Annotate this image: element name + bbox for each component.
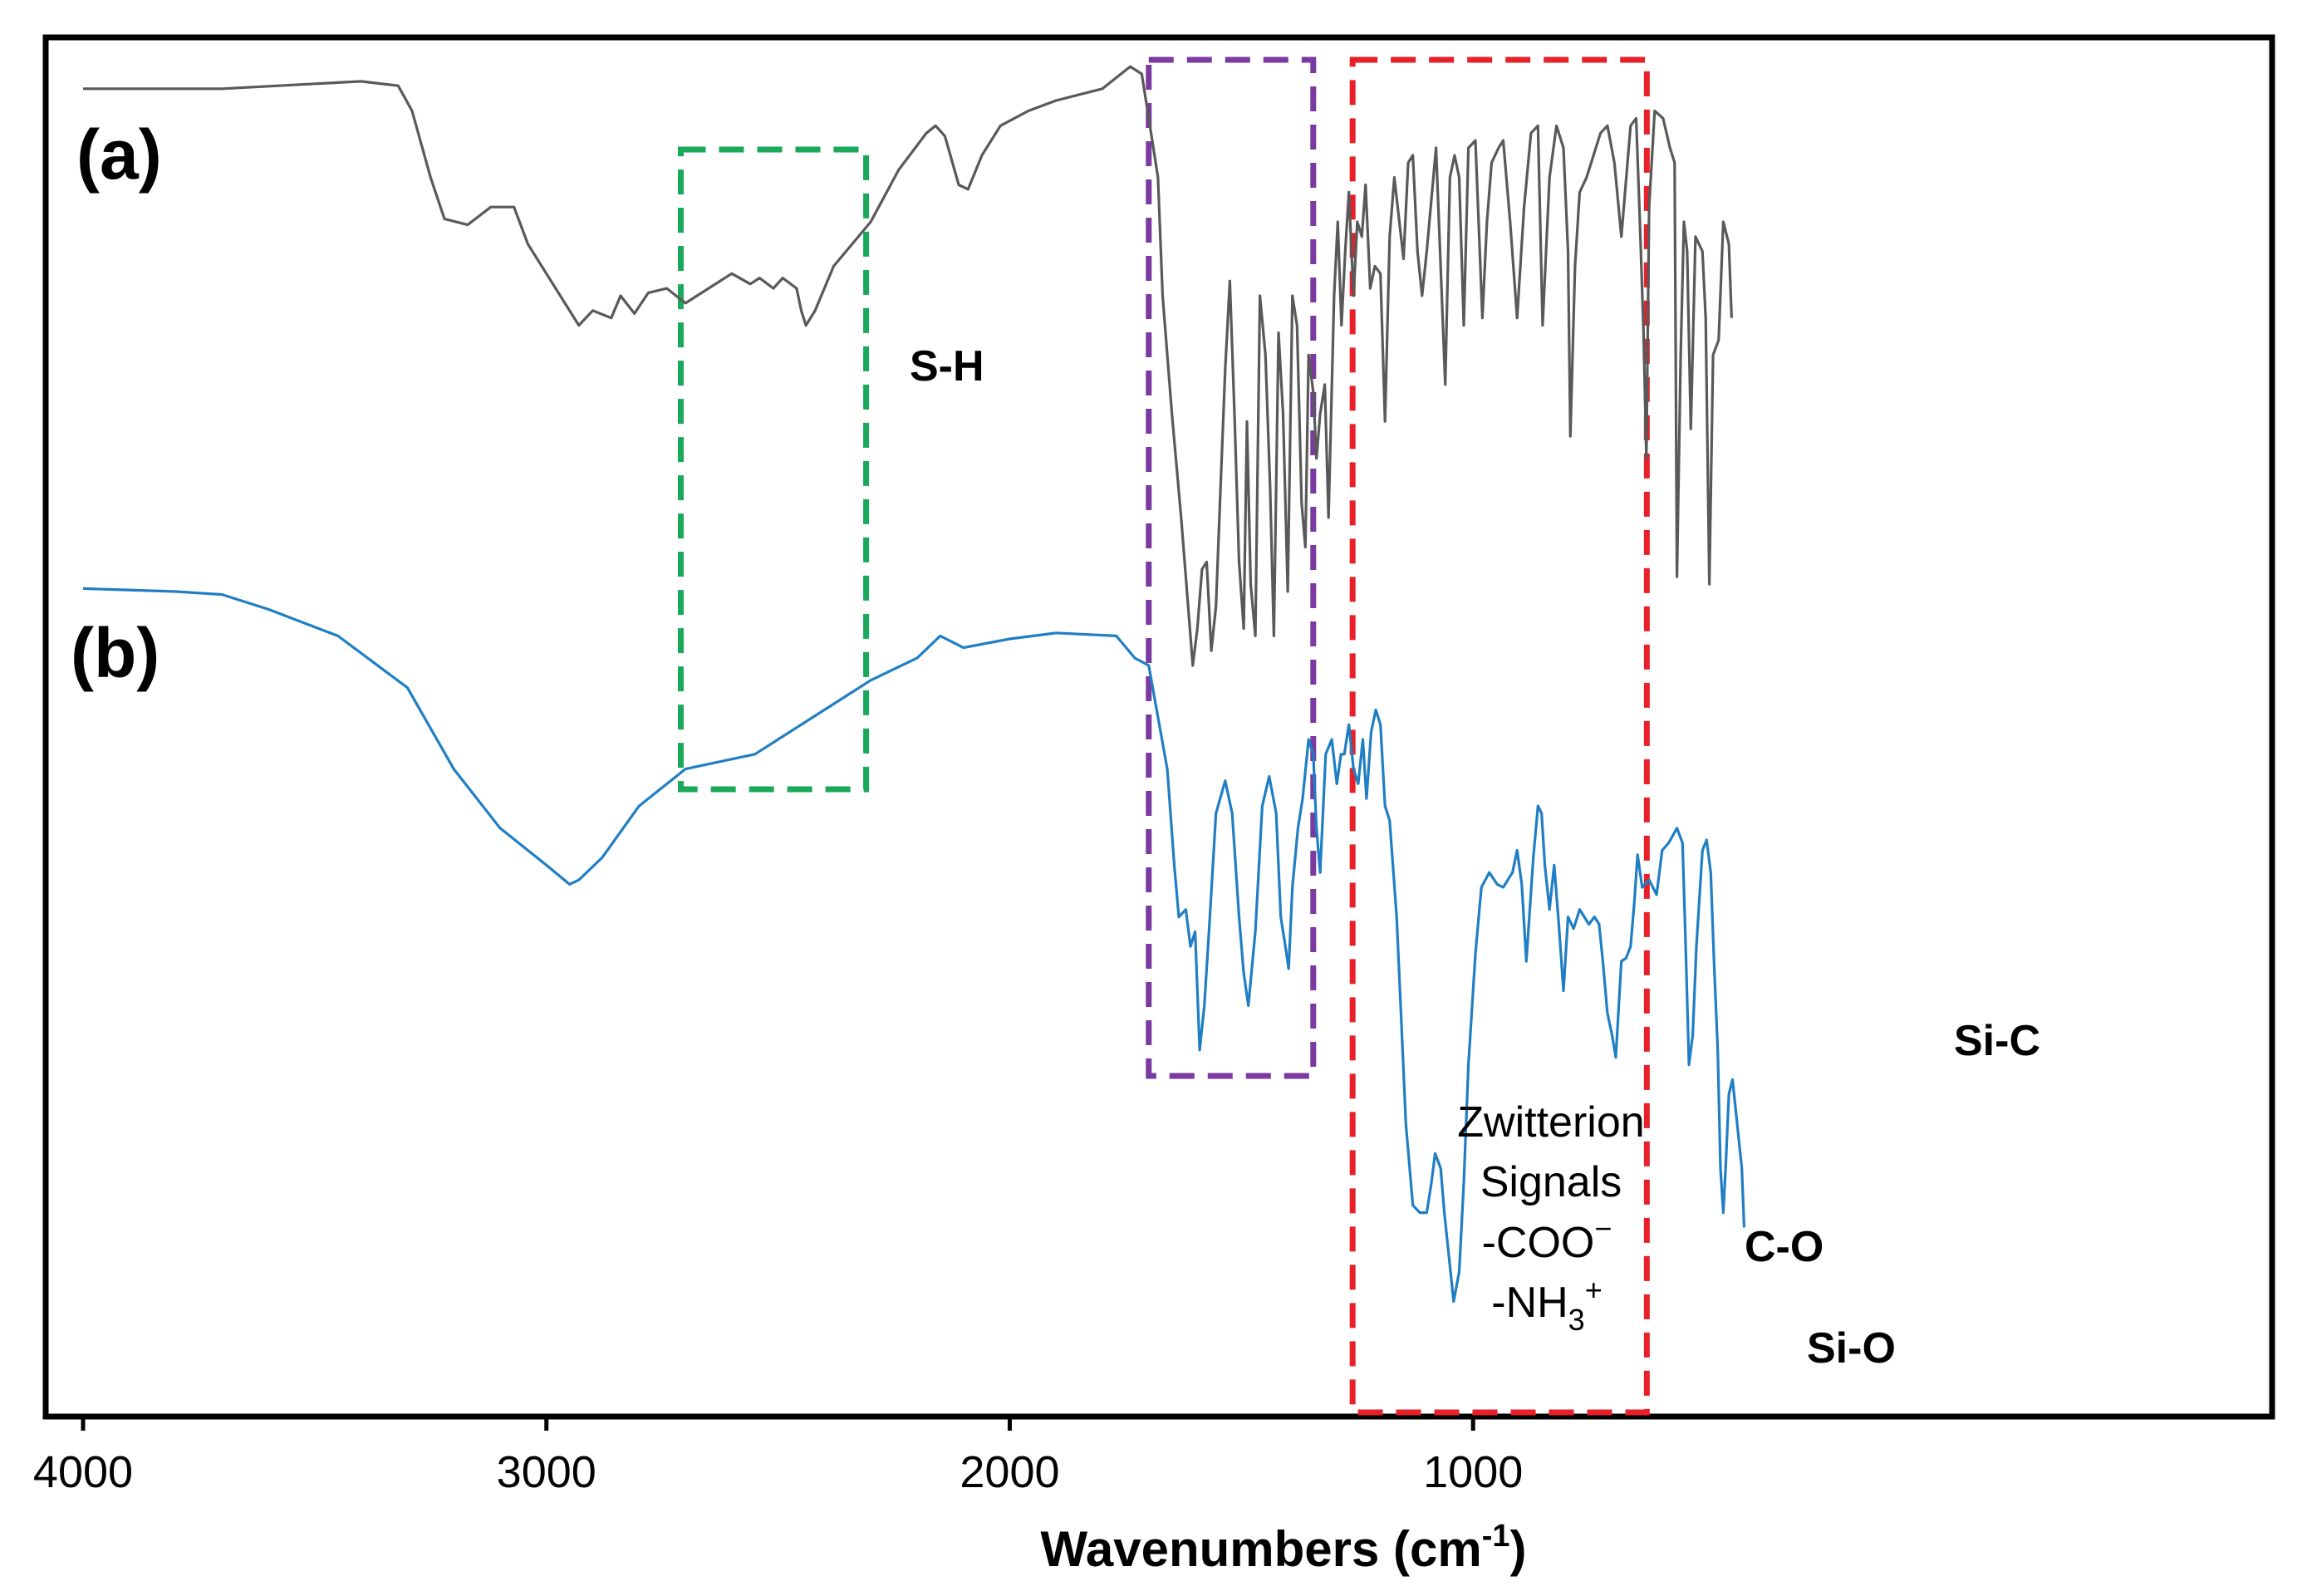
x-tick-label: 1000	[1423, 1447, 1523, 1497]
series-line-b	[82, 587, 1746, 1304]
x-axis-label: Wavenumbers (cm-1)	[1040, 1519, 1526, 1577]
x-axis-ticks: 4000 3000 2000 1000	[33, 1417, 1523, 1497]
x-tick-label: 4000	[33, 1447, 133, 1497]
x-tick-label: 3000	[497, 1447, 596, 1497]
sic-annotation: Si-C	[1954, 1017, 2040, 1065]
plot-frame	[42, 34, 2275, 1420]
highlight-boxes	[677, 56, 1650, 1416]
highlight-box-3	[1349, 56, 1650, 1416]
sh-annotation: S-H	[910, 342, 984, 390]
co-annotation: C-O	[1745, 1223, 1823, 1271]
series-line-a	[83, 65, 1733, 667]
zwitterion-coo: -COO−	[1482, 1211, 1612, 1267]
panel-label-a: (a)	[76, 115, 162, 194]
panel-label-b: (b)	[71, 614, 160, 692]
highlight-box-1	[677, 146, 870, 793]
zwitterion-nh3: -NH3+	[1491, 1273, 1602, 1337]
sio-annotation: Si-O	[1807, 1324, 1896, 1373]
zwitterion-annotation: Zwitterion Signals -COO− -NH3+	[1457, 1098, 1644, 1337]
zwitterion-line2: Signals	[1480, 1158, 1622, 1206]
x-tick-label: 2000	[960, 1447, 1059, 1497]
zwitterion-line1: Zwitterion	[1457, 1098, 1644, 1147]
highlight-box-2	[1146, 56, 1317, 1079]
spectra-series	[82, 65, 1746, 1304]
